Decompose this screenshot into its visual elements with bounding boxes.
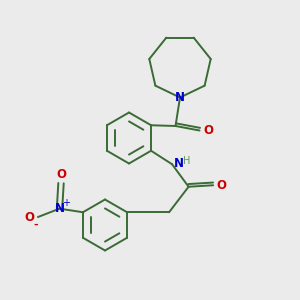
- Text: -: -: [33, 220, 38, 230]
- Text: N: N: [174, 157, 184, 170]
- Text: O: O: [217, 179, 226, 192]
- Text: O: O: [25, 211, 34, 224]
- Text: H: H: [184, 156, 191, 166]
- Text: N: N: [55, 202, 64, 215]
- Text: O: O: [203, 124, 213, 137]
- Text: O: O: [56, 168, 66, 181]
- Text: +: +: [62, 198, 70, 208]
- Text: N: N: [175, 91, 185, 104]
